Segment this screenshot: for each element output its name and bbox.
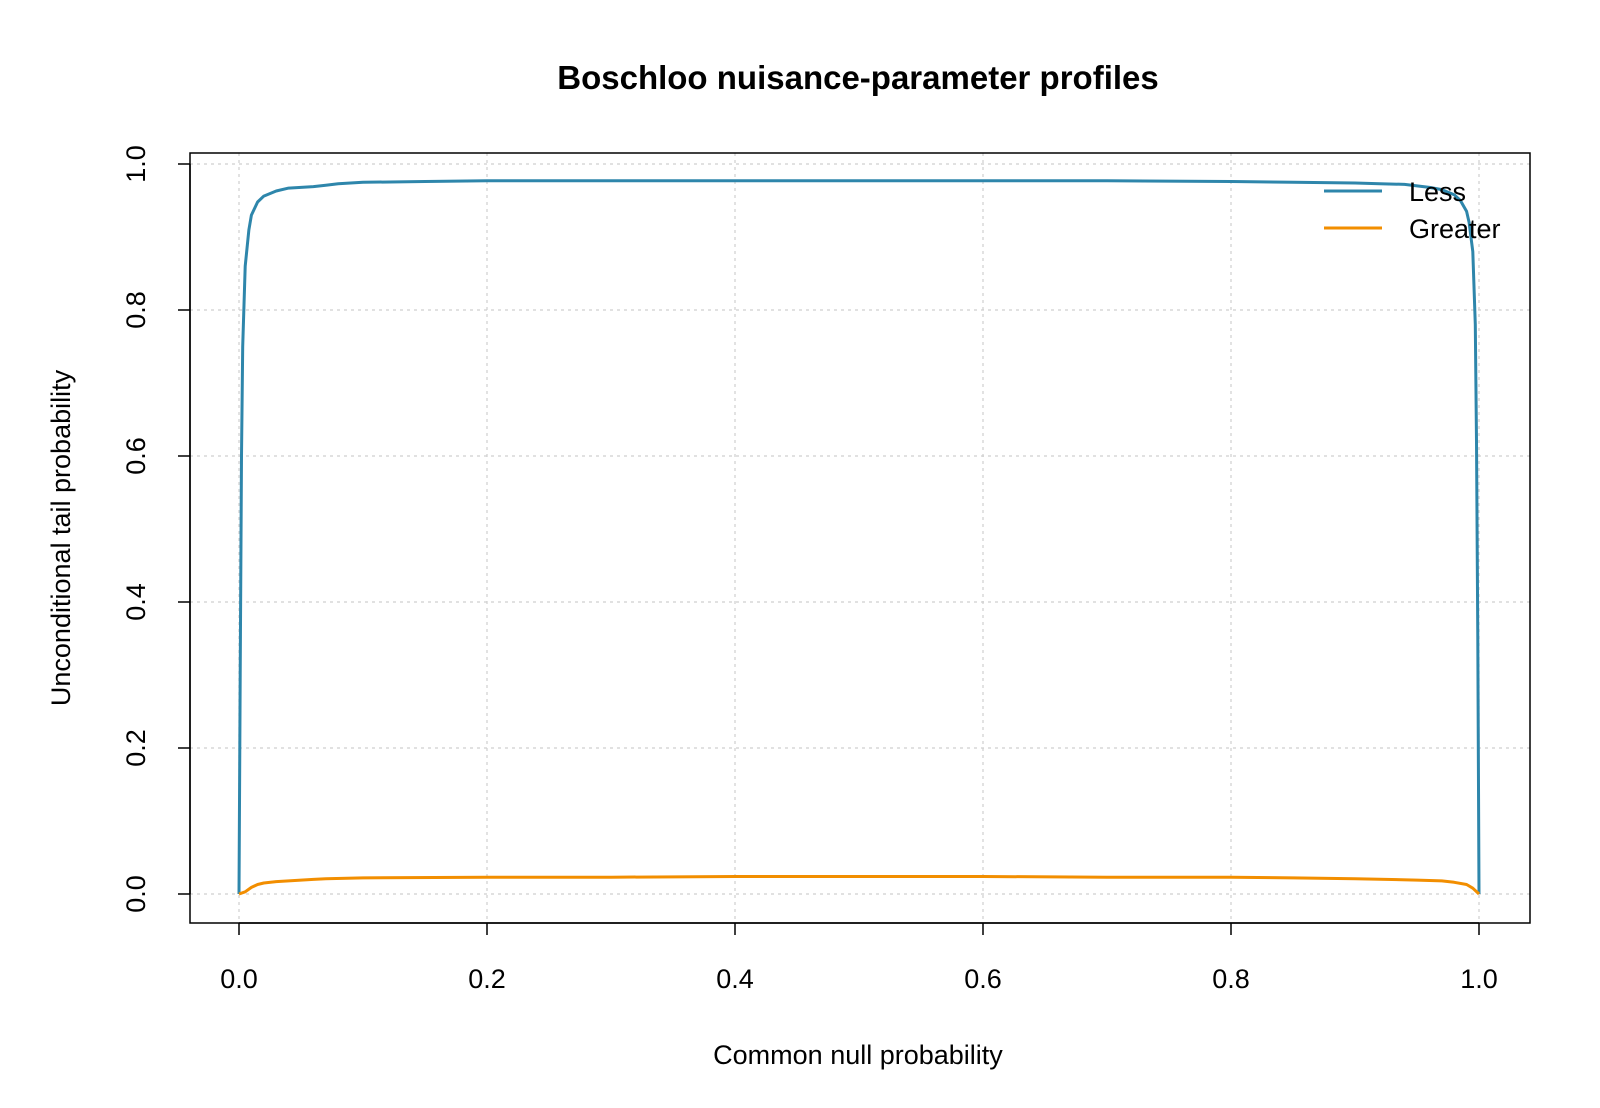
y-axis: 0.0 0.2 0.4 0.6 0.8 1.0 — [121, 145, 191, 913]
y-tick-label: 0.8 — [121, 291, 151, 329]
x-tick-label: 0.6 — [964, 964, 1002, 994]
plot-frame — [189, 152, 1531, 924]
legend-label-less: Less — [1409, 177, 1466, 207]
y-tick-label: 0.6 — [121, 437, 151, 475]
x-tick-label: 1.0 — [1460, 964, 1498, 994]
x-tick-label: 0.8 — [1212, 964, 1250, 994]
series-layer — [237, 179, 1481, 896]
x-tick-label: 0.2 — [468, 964, 506, 994]
series-line-greater — [238, 875, 1481, 896]
grid-lines — [190, 153, 1530, 923]
y-axis-label: Unconditional tail probability — [46, 369, 76, 706]
legend: Less Greater — [1324, 177, 1501, 244]
legend-label-greater: Greater — [1409, 214, 1501, 244]
y-tick-label: 0.0 — [121, 875, 151, 913]
x-tick-label: 0.0 — [220, 964, 258, 994]
series-line-less — [237, 179, 1481, 895]
x-tick-label: 0.4 — [716, 964, 754, 994]
y-tick-label: 0.4 — [121, 583, 151, 621]
y-tick-label: 1.0 — [121, 145, 151, 183]
x-axis-label: Common null probability — [713, 1040, 1003, 1070]
y-tick-label: 0.2 — [121, 729, 151, 767]
x-axis: 0.0 0.2 0.4 0.6 0.8 1.0 — [220, 922, 1498, 994]
chart-title: Boschloo nuisance-parameter profiles — [557, 59, 1159, 96]
